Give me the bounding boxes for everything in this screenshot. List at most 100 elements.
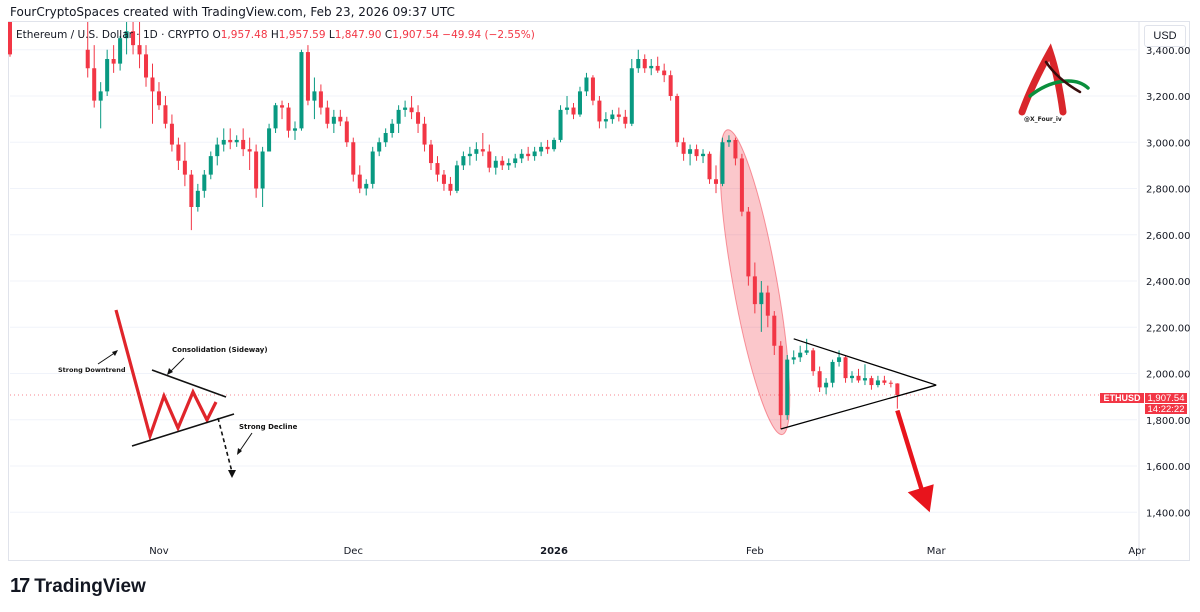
triangle-lower-line xyxy=(780,384,937,430)
candle-body xyxy=(480,149,485,152)
candle-body xyxy=(869,378,874,386)
candle-body xyxy=(221,139,226,145)
candle-body xyxy=(331,116,336,124)
currency-button[interactable]: USD xyxy=(1144,25,1186,47)
time-axis: Nov Dec 2026 Feb Mar Apr xyxy=(149,546,1146,557)
candle-body xyxy=(228,139,233,143)
logo-green-swoosh xyxy=(1028,79,1090,98)
candle-body xyxy=(260,151,265,189)
candle-body xyxy=(435,163,440,175)
candle-body xyxy=(85,49,90,69)
chart-frame xyxy=(8,21,1190,561)
candle-body xyxy=(325,107,330,124)
price-tick-label: 2,200.00 xyxy=(1146,323,1191,334)
candle-body xyxy=(118,38,123,64)
candle-body xyxy=(338,116,343,122)
candle-body xyxy=(7,22,13,55)
candle-body xyxy=(577,91,582,115)
candle-body xyxy=(590,77,595,101)
candle-body xyxy=(461,156,466,166)
candle-body xyxy=(707,153,712,180)
time-tick-label: Dec xyxy=(344,546,363,557)
inset-lower-line xyxy=(131,413,235,447)
candle-body xyxy=(888,382,893,384)
candle-body xyxy=(752,276,757,305)
candle-body xyxy=(202,174,207,191)
inset-upper-line xyxy=(151,369,227,398)
inset-arrowhead-2 xyxy=(167,368,173,375)
candle-body xyxy=(137,45,142,55)
decline-arrowhead xyxy=(907,484,934,513)
candle-body xyxy=(616,114,621,117)
price-tick-label: 2,600.00 xyxy=(1146,231,1191,242)
time-tick-label: Feb xyxy=(746,546,764,557)
candle-body xyxy=(318,91,323,108)
candle-body xyxy=(778,345,783,416)
tradingview-wordmark: TradingView xyxy=(34,575,146,597)
candles xyxy=(7,22,900,429)
candle-body xyxy=(895,383,900,396)
candle-body xyxy=(565,107,570,110)
candle-body xyxy=(817,371,822,388)
legend-low-value: 1,847.90 xyxy=(334,29,382,41)
created-with-line: FourCryptoSpaces created with TradingVie… xyxy=(10,5,455,19)
legend-open-label: O xyxy=(212,29,221,41)
candle-body xyxy=(642,59,647,69)
candle-body xyxy=(636,59,641,69)
candle-body xyxy=(351,142,356,175)
candle-body xyxy=(713,179,719,184)
candle-body xyxy=(545,146,550,150)
candle-body xyxy=(357,174,362,189)
candle-body xyxy=(597,100,602,122)
inset-decline-dash xyxy=(217,417,233,473)
candle-body xyxy=(273,105,278,129)
candle-body xyxy=(189,174,194,207)
inset-label-consolidation: Consolidation (Sideway) xyxy=(172,346,268,354)
candle-body xyxy=(759,292,764,305)
candle-body xyxy=(720,142,725,184)
logo-red-stroke xyxy=(1018,43,1067,116)
candle-body xyxy=(733,139,738,159)
legend-close-label: C xyxy=(384,29,393,41)
candle-body xyxy=(513,158,518,164)
candle-body xyxy=(824,382,829,388)
candle-body xyxy=(409,107,414,113)
candle-body xyxy=(675,96,680,143)
candle-body xyxy=(267,128,272,152)
price-tick-label: 2,000.00 xyxy=(1146,370,1191,381)
tradingview-footer[interactable]: 17 TradingView xyxy=(10,575,146,598)
last-price-label: 1,907.54 xyxy=(1145,393,1187,404)
candle-body xyxy=(241,139,246,150)
pattern-annotations xyxy=(780,338,937,513)
candle-body xyxy=(144,54,149,78)
candle-body xyxy=(98,91,103,101)
candle-body xyxy=(150,77,155,92)
candle-body xyxy=(856,375,861,381)
candle-body xyxy=(403,107,408,110)
candle-body xyxy=(124,31,129,39)
candle-body xyxy=(837,357,842,362)
brand-logo xyxy=(1018,43,1090,116)
price-tick-label: 1,800.00 xyxy=(1146,416,1191,427)
candle-body xyxy=(111,59,116,64)
candle-body xyxy=(292,128,297,131)
bar-countdown: 14:22:22 xyxy=(1145,404,1187,415)
candle-body xyxy=(254,151,259,189)
time-tick-label: Mar xyxy=(927,546,947,557)
candle-body xyxy=(688,149,693,154)
legend-open-value: 1,957.48 xyxy=(220,29,268,41)
candle-body xyxy=(804,350,809,353)
candle-body xyxy=(552,139,557,150)
triangle-upper-line xyxy=(793,338,937,386)
tradingview-logo-icon: 17 xyxy=(10,575,30,597)
pattern-inset: Strong Downtrend Consolidation (Sideway)… xyxy=(58,309,298,478)
candle-body xyxy=(364,183,369,189)
legend-high-label: H xyxy=(270,29,279,41)
candle-body xyxy=(655,65,660,71)
candle-body xyxy=(280,105,285,108)
candle-body xyxy=(662,70,667,76)
candle-body xyxy=(830,361,835,383)
candle-body xyxy=(299,52,304,129)
legend-symbol: Ethereum / U.S. Dollar · 1D · CRYPTO xyxy=(16,29,210,41)
